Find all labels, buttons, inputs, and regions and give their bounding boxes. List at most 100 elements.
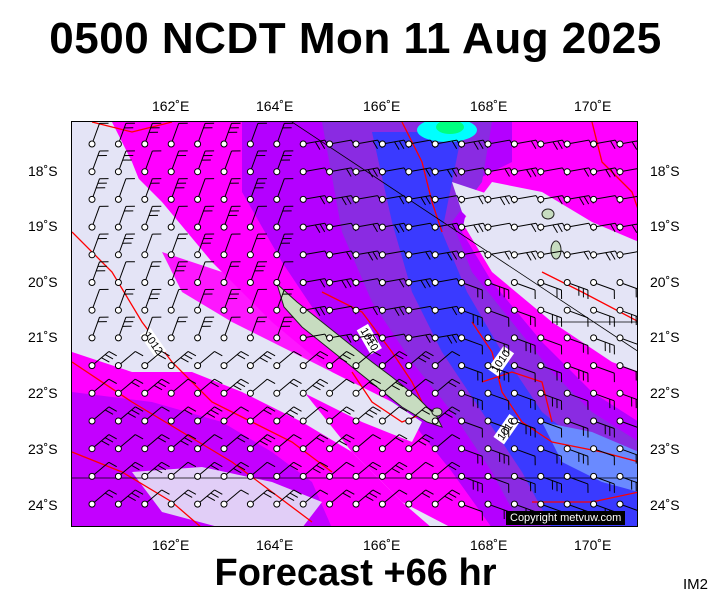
isobar-line <box>91 122 173 133</box>
wind-barb <box>431 351 461 370</box>
wind-barb <box>273 434 302 453</box>
lat-label-left: 24˚S <box>28 497 58 513</box>
wind-barb <box>141 406 170 425</box>
wind-barb <box>616 279 637 298</box>
wind-barb <box>194 233 215 259</box>
lat-label-right: 20˚S <box>650 274 680 290</box>
wind-barb <box>458 445 483 466</box>
wind-barb <box>114 288 135 314</box>
lat-label-left: 18˚S <box>28 163 58 179</box>
lon-label-bottom: 170˚E <box>574 537 612 553</box>
wind-barb <box>510 362 536 383</box>
wind-barb <box>590 362 615 383</box>
wind-barb <box>378 378 408 397</box>
wind-barb <box>167 233 188 259</box>
wind-barb <box>194 434 223 453</box>
wind-barb <box>352 167 383 178</box>
wind-barb <box>590 306 615 327</box>
wind-barb <box>616 306 637 326</box>
wind-barbs <box>88 122 637 521</box>
lon-label-top: 166˚E <box>363 98 401 114</box>
lat-label-left: 22˚S <box>28 385 58 401</box>
wind-barb <box>537 279 563 300</box>
wind-barb <box>88 205 109 231</box>
wind-barb <box>88 378 117 397</box>
wind-barb <box>484 139 515 149</box>
wind-barb <box>590 139 621 150</box>
wind-barb <box>537 139 568 150</box>
wind-barb <box>88 351 117 370</box>
land-masses <box>275 208 562 428</box>
lat-label-right: 22˚S <box>650 385 680 401</box>
wind-barb <box>378 278 410 288</box>
wind-barb <box>484 222 515 232</box>
isobar-line <box>321 291 428 423</box>
wind-barb <box>220 261 241 286</box>
wind-barb <box>114 178 135 203</box>
wind-barb <box>141 233 162 259</box>
wind-barb <box>167 351 197 370</box>
wind-barb <box>273 316 294 342</box>
green-patch <box>436 122 464 134</box>
wind-barb <box>246 316 267 342</box>
wind-barb <box>616 389 637 409</box>
wind-barb <box>352 461 381 480</box>
wind-barb <box>246 461 276 480</box>
wind-barb <box>563 279 589 300</box>
wind-barb <box>484 334 510 355</box>
wind-barb <box>378 461 408 480</box>
wind-barb <box>88 406 117 425</box>
wind-barb <box>299 434 329 453</box>
wind-barb <box>484 389 510 410</box>
wind-barb <box>590 417 615 438</box>
wind-barb <box>484 417 510 438</box>
wind-barb <box>194 261 215 286</box>
wind-barb <box>352 378 381 397</box>
image-code: IM2 <box>682 576 708 593</box>
wind-barb <box>246 378 276 397</box>
calm-lane-2 <box>162 252 372 382</box>
wind-barb <box>88 461 117 480</box>
wind-barb <box>537 334 563 355</box>
wind-barb <box>510 389 536 410</box>
wind-barb <box>167 434 197 453</box>
wind-barb <box>299 461 329 480</box>
wind-barb <box>326 167 357 177</box>
wind-barb <box>114 233 135 259</box>
wind-barb <box>431 222 462 233</box>
wind-barb <box>510 306 536 327</box>
wind-barb <box>167 261 188 286</box>
wind-barb <box>458 167 489 176</box>
wind-barb <box>88 122 109 148</box>
wind-barb <box>194 351 223 370</box>
wind-barb <box>431 489 461 508</box>
calm-lane-1 <box>72 142 422 442</box>
wind-barb <box>114 461 144 480</box>
wind-barb <box>458 139 489 150</box>
wind-barb <box>167 288 188 314</box>
wind-barb <box>299 489 329 508</box>
wind-barb <box>378 434 408 453</box>
wind-barb <box>141 351 170 370</box>
wind-barb <box>326 461 355 480</box>
wind-barb <box>273 205 294 231</box>
wind-barb <box>378 406 408 425</box>
wind-barb <box>194 461 223 480</box>
wind-barb <box>563 472 589 493</box>
wind-barb <box>194 150 215 176</box>
wind-barb <box>88 489 117 508</box>
wind-barb <box>114 316 135 342</box>
wind-barb <box>220 150 241 176</box>
wind-barb <box>141 316 162 342</box>
lat-label-left: 21˚S <box>28 329 58 345</box>
lat-label-right: 21˚S <box>650 329 680 345</box>
wind-barb <box>563 167 594 177</box>
wind-barb <box>114 261 135 286</box>
wind-barb <box>431 406 461 425</box>
wind-barb <box>299 195 330 205</box>
wind-barb <box>299 351 329 370</box>
wind-barb <box>246 122 267 148</box>
wind-barb <box>273 122 294 148</box>
wind-barb <box>510 167 542 178</box>
wind-barb <box>590 334 615 355</box>
